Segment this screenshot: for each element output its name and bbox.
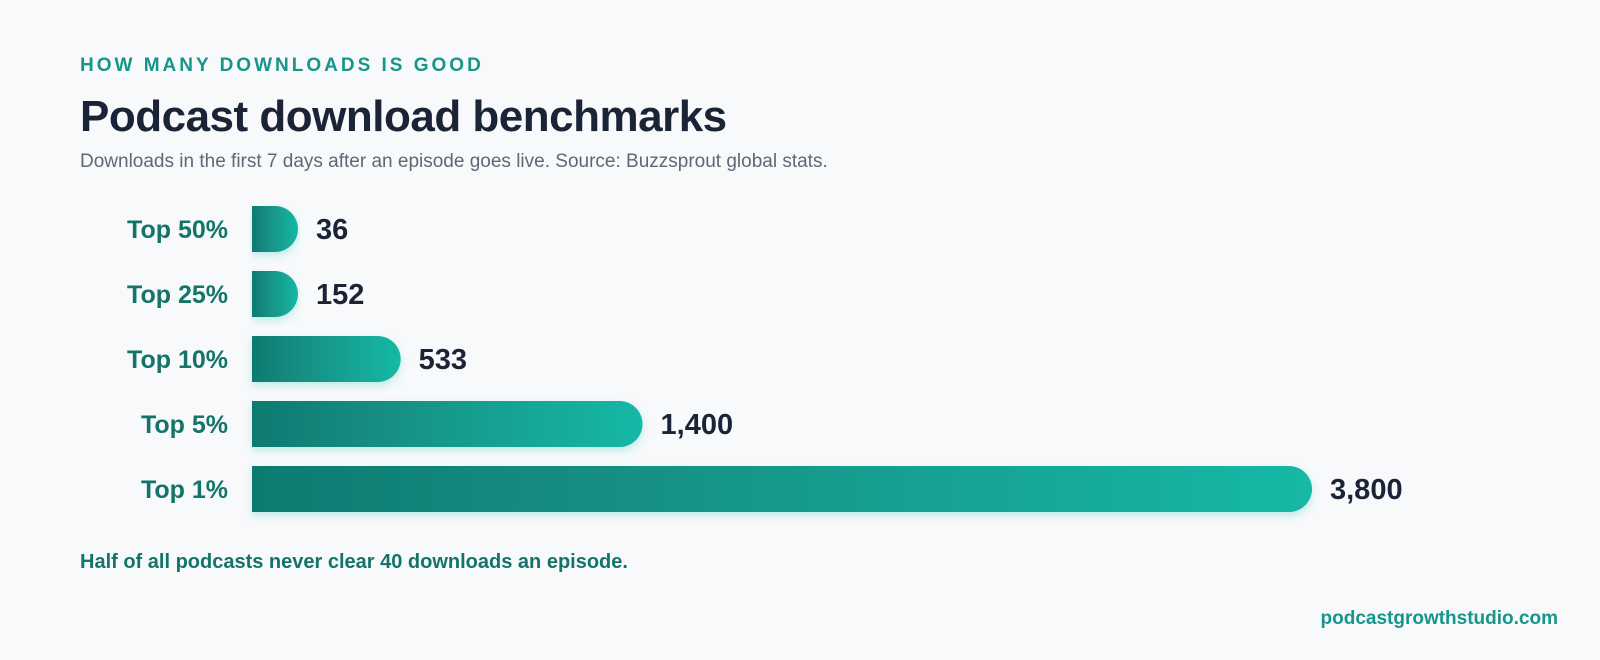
bar-top-50 xyxy=(252,206,298,252)
category-label: Top 5% xyxy=(141,411,228,439)
bar-top-5 xyxy=(252,401,643,447)
chart-subtitle: Downloads in the first 7 days after an e… xyxy=(80,151,828,172)
bar-group: Top 50% 36 Top 25% 152 Top 10% 533 Top 5% 1,400… xyxy=(127,206,1403,512)
category-label: Top 50% xyxy=(127,216,228,244)
source-credit: podcastgrowthstudio.com xyxy=(1320,608,1559,629)
category-label: Top 1% xyxy=(141,476,228,504)
bar-top-1 xyxy=(252,466,1312,512)
value-label: 152 xyxy=(316,279,364,311)
bar-top-25 xyxy=(252,271,298,317)
category-label: Top 10% xyxy=(127,346,228,374)
chart-eyebrow: HOW MANY DOWNLOADS IS GOOD xyxy=(80,55,484,76)
chart-title: Podcast download benchmarks xyxy=(80,92,727,141)
value-label: 3,800 xyxy=(1330,474,1403,506)
bar-chart: Top 50% 36 Top 25% 152 Top 10% 533 Top 5% 1,400… xyxy=(127,206,1403,512)
chart-footnote: Half of all podcasts never clear 40 down… xyxy=(80,551,628,573)
value-label: 533 xyxy=(419,344,467,376)
category-label: Top 25% xyxy=(127,281,228,309)
value-label: 1,400 xyxy=(661,409,734,441)
bar-top-10 xyxy=(252,336,401,382)
value-label: 36 xyxy=(316,214,348,246)
